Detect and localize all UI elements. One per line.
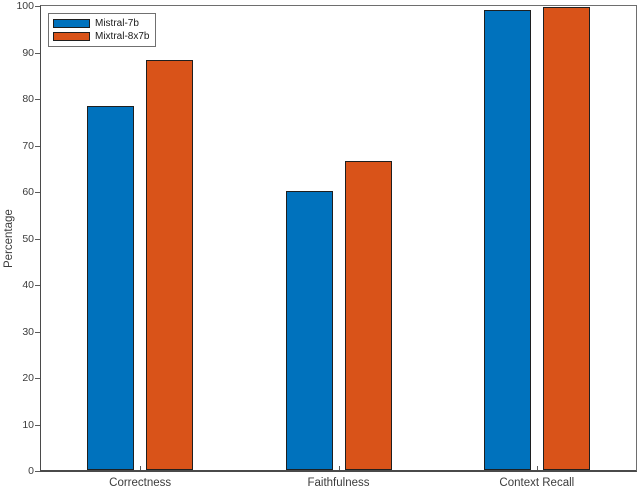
x-category-label-faithfulness: Faithfulness: [307, 477, 370, 489]
legend-swatch-mixtral-8x7b: [53, 32, 90, 41]
legend-label: Mixtral-8x7b: [95, 31, 150, 42]
y-tick-mark: [35, 331, 40, 333]
y-tick-mark: [35, 378, 40, 379]
y-tick-mark: [35, 99, 40, 100]
y-tick-mark: [35, 6, 40, 7]
legend-item-mixtral-8x7b: Mixtral-8x7b: [53, 30, 153, 43]
y-tick-label: 70: [22, 139, 34, 152]
y-tick-mark: [35, 285, 40, 286]
y-tick-mark: [35, 192, 40, 193]
y-tick-mark: [35, 145, 40, 147]
legend-swatch-mistral-7b: [53, 19, 90, 28]
y-tick-mark: [35, 238, 40, 240]
plot-area: Mistral-7b Mixtral-8x7b: [40, 5, 637, 472]
bar-faithfulness-mixtral-8x7b: [344, 161, 392, 470]
y-tick-label: 50: [22, 232, 34, 245]
bar-context-recall-mixtral-8x7b: [542, 7, 590, 470]
legend: Mistral-7b Mixtral-8x7b: [48, 13, 156, 47]
x-tick-mark: [140, 466, 142, 470]
legend-label: Mistral-7b: [95, 18, 139, 29]
y-tick-mark: [35, 471, 40, 472]
x-tick-mark: [338, 466, 340, 470]
y-tick-label: 100: [16, 0, 34, 12]
y-tick-label: 20: [22, 372, 34, 384]
bar-correctness-mistral-7b: [87, 106, 135, 470]
y-tick-label: 40: [22, 279, 34, 291]
x-category-label-context-recall: Context Recall: [499, 477, 575, 489]
y-tick-mark: [35, 424, 40, 426]
y-tick-label: 90: [22, 46, 34, 59]
y-tick-mark: [35, 52, 40, 54]
y-tick-label: 0: [28, 465, 34, 477]
y-tick-label: 80: [22, 93, 34, 105]
bar-faithfulness-mistral-7b: [285, 190, 333, 470]
y-tick-label: 60: [22, 186, 34, 198]
bar-correctness-mixtral-8x7b: [146, 60, 194, 470]
bar-context-recall-mistral-7b: [483, 9, 531, 470]
x-category-label-correctness: Correctness: [109, 477, 172, 489]
y-tick-label: 30: [22, 325, 34, 338]
y-tick-label: 10: [22, 418, 34, 431]
legend-item-mistral-7b: Mistral-7b: [53, 17, 153, 30]
x-tick-mark: [536, 466, 538, 470]
